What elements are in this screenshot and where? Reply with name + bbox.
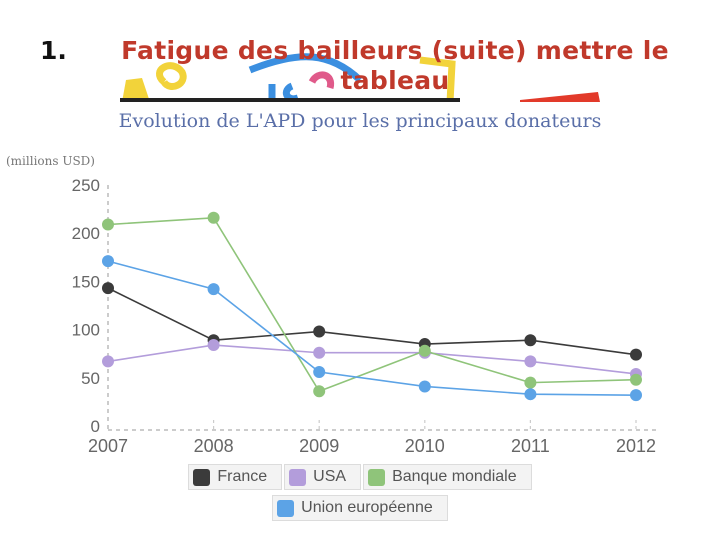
decor-dark-strip bbox=[120, 98, 460, 102]
data-point-union-europ-enne bbox=[102, 255, 114, 268]
y-tick-label: 150 bbox=[72, 272, 100, 291]
y-tick-label: 100 bbox=[72, 321, 100, 340]
data-point-banque-mondiale bbox=[313, 385, 326, 398]
legend-item: Union européenne bbox=[272, 495, 448, 521]
legend-row-1: France USA Banque mondiale bbox=[0, 464, 720, 490]
data-point-usa bbox=[524, 355, 537, 368]
legend-item: USA bbox=[284, 464, 362, 490]
decor-red-bar bbox=[520, 92, 600, 102]
chart-title: Evolution de L'APD pour les principaux d… bbox=[118, 110, 602, 132]
data-point-usa bbox=[207, 339, 220, 352]
data-point-france bbox=[102, 282, 114, 295]
data-point-banque-mondiale bbox=[524, 376, 537, 389]
y-tick-label: 250 bbox=[72, 176, 100, 195]
legend-row-2: Union européenne bbox=[0, 495, 720, 521]
decor-blue-arc bbox=[248, 53, 363, 83]
legend-label: USA bbox=[313, 468, 347, 485]
slide-title: 1. Fatigue des bailleurs (suite) mettre … bbox=[0, 32, 720, 102]
data-point-france bbox=[630, 348, 642, 361]
series-line-france bbox=[107, 287, 637, 356]
data-point-union-europ-enne bbox=[630, 389, 642, 402]
legend-label: France bbox=[217, 468, 268, 485]
y-tick-label: 0 bbox=[91, 417, 100, 436]
data-point-union-europ-enne bbox=[524, 388, 537, 401]
x-tick-label: 2008 bbox=[194, 436, 234, 456]
x-tick-label: 2009 bbox=[299, 436, 339, 456]
data-point-banque-mondiale bbox=[630, 373, 642, 386]
data-point-france bbox=[313, 325, 326, 338]
decor-pink-shape bbox=[308, 71, 335, 89]
legend-swatch bbox=[277, 499, 295, 517]
x-tick-label: 2011 bbox=[511, 436, 550, 456]
series-line-usa bbox=[107, 344, 637, 375]
data-point-union-europ-enne bbox=[313, 366, 326, 379]
legend-item: France bbox=[188, 464, 283, 490]
x-tick-label: 2010 bbox=[405, 436, 445, 456]
decor-yellow-shape bbox=[122, 78, 150, 102]
legend-label: Union européenne bbox=[301, 499, 433, 516]
title-background-decoration bbox=[120, 53, 600, 102]
series-line-union-europ-enne bbox=[107, 260, 637, 396]
data-point-usa bbox=[102, 355, 114, 368]
data-point-banque-mondiale bbox=[102, 218, 114, 231]
legend-swatch bbox=[289, 468, 307, 486]
data-point-usa bbox=[313, 346, 326, 359]
decor-yellow-frame bbox=[419, 56, 456, 102]
x-tick-label: 2012 bbox=[616, 436, 656, 456]
data-point-banque-mondiale bbox=[418, 344, 431, 357]
y-tick-label: 200 bbox=[72, 224, 100, 243]
legend-swatch bbox=[368, 468, 386, 486]
slide-title-text: Fatigue des bailleurs (suite) mettre le … bbox=[121, 36, 669, 95]
data-point-france bbox=[524, 334, 537, 347]
y-axis-unit-label: (millions USD) bbox=[6, 154, 95, 168]
slide-number: 1. bbox=[40, 36, 67, 65]
data-point-union-europ-enne bbox=[418, 380, 431, 393]
legend-label: Banque mondiale bbox=[392, 468, 517, 485]
legend-swatch bbox=[193, 468, 211, 486]
y-tick-label: 50 bbox=[81, 369, 100, 388]
x-tick-label: 2007 bbox=[88, 436, 128, 456]
series-line-banque-mondiale bbox=[107, 216, 637, 393]
data-point-union-europ-enne bbox=[207, 283, 220, 296]
decor-yellow-loop bbox=[156, 62, 187, 90]
data-point-banque-mondiale bbox=[207, 211, 220, 224]
legend-item: Banque mondiale bbox=[363, 464, 532, 490]
